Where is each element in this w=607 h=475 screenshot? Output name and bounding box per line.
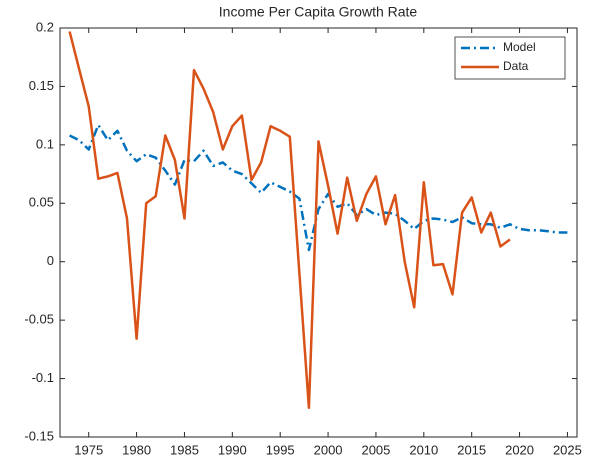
x-tick-label: 2020	[505, 442, 534, 457]
x-tick-label: 2025	[553, 442, 582, 457]
x-tick-label: 2000	[314, 442, 343, 457]
y-tick-label: 0.05	[29, 195, 54, 210]
series-line	[69, 123, 568, 252]
legend-label: Model	[503, 40, 536, 54]
legend-box	[454, 36, 566, 80]
y-tick-label: -0.05	[24, 312, 54, 327]
series-line	[68, 31, 511, 410]
y-tick-label: 0	[47, 253, 54, 268]
x-tick-label: 1995	[266, 442, 295, 457]
x-tick-label: 1990	[218, 442, 247, 457]
x-tick-label: 2015	[457, 442, 486, 457]
x-tick-label: 1980	[122, 442, 151, 457]
legend-label: Data	[503, 59, 529, 73]
y-tick-label: 0.2	[36, 19, 54, 34]
axes-box	[59, 27, 578, 438]
x-tick-label: 2005	[361, 442, 390, 457]
y-tick-label: -0.15	[24, 428, 54, 443]
y-tick-label: 0.15	[29, 78, 54, 93]
x-tick-label: 1985	[170, 442, 199, 457]
y-tick-label: -0.1	[32, 370, 54, 385]
x-tick-label: 2010	[409, 442, 438, 457]
chart-title: Income Per Capita Growth Rate	[219, 4, 418, 20]
y-tick-label: 0.1	[36, 136, 54, 151]
x-tick-label: 1975	[74, 442, 103, 457]
